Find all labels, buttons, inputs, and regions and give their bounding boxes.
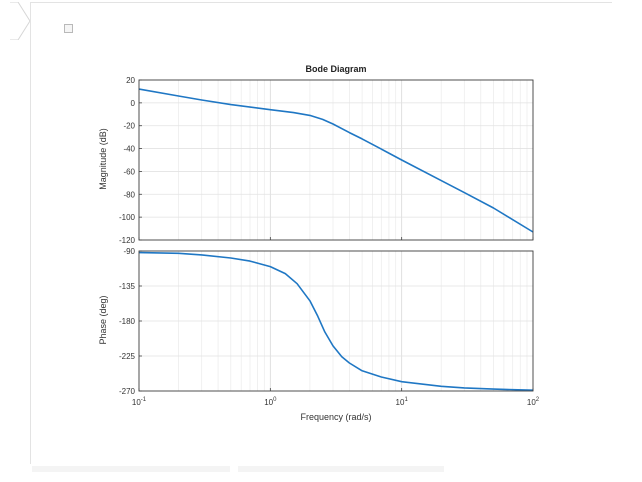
collapse-arrow-icon[interactable] — [10, 2, 30, 40]
magnitude-axis-label: Magnitude (dB) — [98, 128, 108, 190]
y-tick-label: -60 — [123, 167, 135, 176]
plot-border — [138, 250, 534, 392]
bottom-bar-right — [238, 466, 444, 472]
y-tick-label: -80 — [123, 190, 135, 199]
y-tick-label: -180 — [119, 317, 136, 326]
x-tick-label: 102 — [527, 397, 540, 407]
series-line-magnitude — [138, 88, 534, 233]
x-tick-label: 10-1 — [132, 397, 147, 407]
y-tick-label: -270 — [119, 387, 136, 396]
content-frame-left-border — [30, 2, 31, 464]
y-tick-label: 20 — [126, 76, 135, 85]
x-tick-label: 101 — [396, 397, 409, 407]
x-axis-label: Frequency (rad/s) — [300, 412, 371, 422]
y-tick-label: -20 — [123, 122, 135, 131]
chart-title: Bode Diagram — [305, 64, 366, 74]
checkbox[interactable] — [64, 24, 73, 33]
y-tick-label: -120 — [119, 236, 136, 245]
y-tick-label: -225 — [119, 352, 136, 361]
series-line-phase — [138, 251, 534, 391]
plot-border — [138, 79, 534, 241]
bottom-bar-left — [32, 466, 230, 472]
plot-area — [139, 80, 533, 240]
x-tick-label: 100 — [264, 397, 277, 407]
content-frame-top-border — [30, 2, 612, 3]
y-tick-label: -90 — [123, 247, 135, 256]
y-tick-label: -135 — [119, 282, 136, 291]
y-tick-label: 0 — [131, 99, 136, 108]
y-tick-label: -40 — [123, 145, 135, 154]
y-tick-label: -100 — [119, 213, 136, 222]
phase-axis-label: Phase (deg) — [98, 295, 108, 344]
